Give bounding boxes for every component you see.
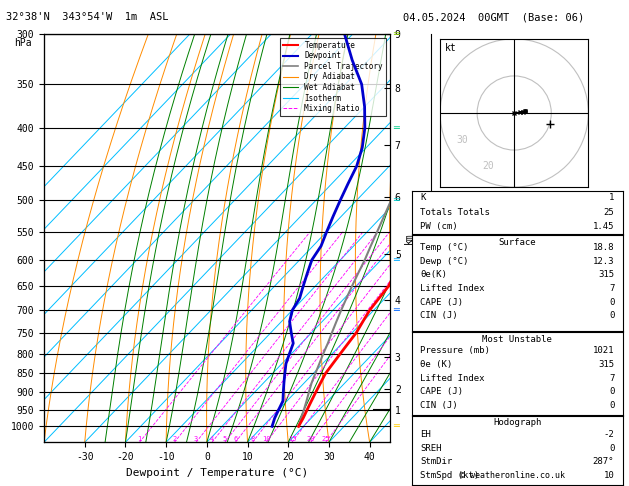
Text: ═: ═ [393, 421, 399, 432]
Text: 10: 10 [604, 471, 615, 480]
Text: 315: 315 [598, 270, 615, 279]
Text: ═: ═ [393, 255, 399, 265]
Text: ═: ═ [393, 305, 399, 315]
Text: 18.8: 18.8 [593, 243, 615, 252]
Text: Lifted Index: Lifted Index [420, 374, 485, 382]
Text: Dewp (°C): Dewp (°C) [420, 257, 469, 266]
Text: 2: 2 [172, 436, 177, 442]
Text: StmDir: StmDir [420, 457, 453, 466]
Text: ═: ═ [393, 123, 399, 133]
Text: LCL: LCL [477, 404, 491, 413]
Text: K: K [420, 193, 426, 202]
X-axis label: Dewpoint / Temperature (°C): Dewpoint / Temperature (°C) [126, 468, 308, 478]
Text: 20: 20 [482, 160, 494, 171]
Text: Lifted Index: Lifted Index [420, 284, 485, 293]
Text: Totals Totals: Totals Totals [420, 208, 490, 217]
Text: 25: 25 [321, 436, 330, 442]
Text: 3: 3 [194, 436, 198, 442]
Text: 1: 1 [609, 193, 615, 202]
Text: 7: 7 [609, 374, 615, 382]
Text: Most Unstable: Most Unstable [482, 335, 552, 344]
Text: 4: 4 [210, 436, 214, 442]
Text: PW (cm): PW (cm) [420, 222, 458, 231]
Text: 30: 30 [457, 135, 468, 145]
Text: ═: ═ [393, 195, 399, 206]
Text: 12.3: 12.3 [593, 257, 615, 266]
Text: CAPE (J): CAPE (J) [420, 297, 464, 307]
Text: 25: 25 [604, 208, 615, 217]
Text: 10: 10 [262, 436, 270, 442]
Text: © weatheronline.co.uk: © weatheronline.co.uk [460, 470, 565, 480]
Text: ═: ═ [393, 29, 399, 39]
Text: 0: 0 [609, 311, 615, 320]
Text: SREH: SREH [420, 444, 442, 452]
Text: 5: 5 [223, 436, 227, 442]
Text: -2: -2 [604, 430, 615, 439]
Text: StmSpd (kt): StmSpd (kt) [420, 471, 479, 480]
Text: 287°: 287° [593, 457, 615, 466]
Text: 1: 1 [137, 436, 142, 442]
Legend: Temperature, Dewpoint, Parcel Trajectory, Dry Adiabat, Wet Adiabat, Isotherm, Mi: Temperature, Dewpoint, Parcel Trajectory… [280, 38, 386, 116]
Text: Hodograph: Hodograph [493, 418, 542, 427]
Text: θe(K): θe(K) [420, 270, 447, 279]
Text: Surface: Surface [499, 238, 536, 246]
Text: θe (K): θe (K) [420, 360, 453, 369]
Text: Temp (°C): Temp (°C) [420, 243, 469, 252]
Y-axis label: Mixing Ratio (g/kg): Mixing Ratio (g/kg) [434, 191, 443, 286]
Text: 0: 0 [609, 444, 615, 452]
Text: 15: 15 [287, 436, 296, 442]
Text: CIN (J): CIN (J) [420, 311, 458, 320]
Text: 1.45: 1.45 [593, 222, 615, 231]
Text: 0: 0 [609, 387, 615, 396]
Text: 6: 6 [233, 436, 238, 442]
Text: 20: 20 [306, 436, 315, 442]
Text: 0: 0 [609, 297, 615, 307]
Y-axis label: km
ASL: km ASL [403, 229, 425, 247]
Text: 32°38'N  343°54'W  1m  ASL: 32°38'N 343°54'W 1m ASL [6, 12, 169, 22]
Text: CAPE (J): CAPE (J) [420, 387, 464, 396]
Text: kt: kt [445, 43, 456, 53]
Text: 8: 8 [250, 436, 255, 442]
Text: EH: EH [420, 430, 431, 439]
Text: 7: 7 [609, 284, 615, 293]
Text: Pressure (mb): Pressure (mb) [420, 347, 490, 355]
Text: 0: 0 [609, 401, 615, 410]
Text: CIN (J): CIN (J) [420, 401, 458, 410]
Text: 315: 315 [598, 360, 615, 369]
Text: 04.05.2024  00GMT  (Base: 06): 04.05.2024 00GMT (Base: 06) [403, 12, 584, 22]
Text: 1021: 1021 [593, 347, 615, 355]
Text: hPa: hPa [14, 38, 32, 48]
